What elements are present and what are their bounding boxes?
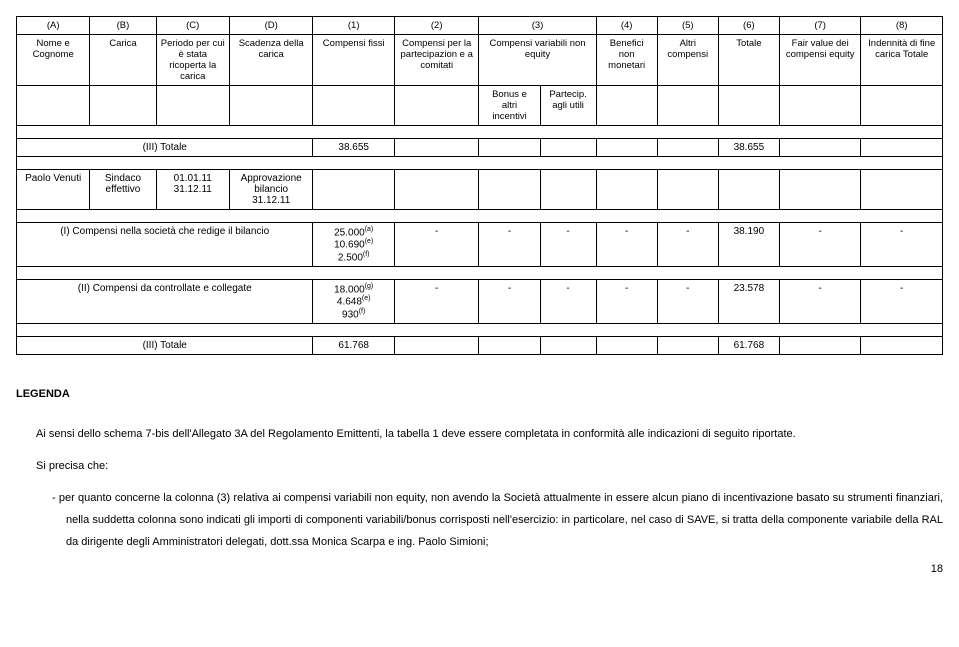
col-variabili: Compensi variabili non equity xyxy=(479,35,596,86)
person-role: Sindaco effettivo xyxy=(90,170,156,210)
row-iii-totale-a: (III) Totale 38.655 38.655 xyxy=(17,139,943,157)
col-code-7: (7) xyxy=(779,17,861,35)
label-iii-a: (III) Totale xyxy=(17,139,313,157)
col-code-3: (3) xyxy=(479,17,596,35)
col-code-C: (C) xyxy=(156,17,229,35)
col-nome: Nome e Cognome xyxy=(17,35,90,86)
col-code-D: (D) xyxy=(229,17,313,35)
row-ii-label: (II) Compensi da controllate e collegate xyxy=(17,279,313,323)
row-person: Paolo Venuti Sindaco effettivo 01.01.113… xyxy=(17,170,943,210)
row-ii-fissi: 18.000(g) 4.648(e) 930(f) xyxy=(313,279,395,323)
col-code-2: (2) xyxy=(394,17,479,35)
legenda-p1: Ai sensi dello schema 7-bis dell'Allegat… xyxy=(16,423,943,445)
col-indennita: Indennità di fine carica Totale xyxy=(861,35,943,86)
header-row-labels: Nome e Cognome Carica Periodo per cui è … xyxy=(17,35,943,86)
iii-b-c6: 61.768 xyxy=(718,336,779,354)
col-fairvalue: Fair value dei compensi equity xyxy=(779,35,861,86)
col-code-4: (4) xyxy=(596,17,657,35)
person-name: Paolo Venuti xyxy=(17,170,90,210)
legenda-item-1: per quanto concerne la colonna (3) relat… xyxy=(52,487,943,553)
header-row-codes: (A) (B) (C) (D) (1) (2) (3) (4) (5) (6) … xyxy=(17,17,943,35)
col-code-6: (6) xyxy=(718,17,779,35)
sub3-bonus: Bonus e altri incentivi xyxy=(479,86,540,126)
col-code-8: (8) xyxy=(861,17,943,35)
page-number: 18 xyxy=(931,563,943,575)
col-altri: Altri compensi xyxy=(657,35,718,86)
col-code-B: (B) xyxy=(90,17,156,35)
row-iii-totale-b: (III) Totale 61.768 61.768 xyxy=(17,336,943,354)
col-scadenza: Scadenza della carica xyxy=(229,35,313,86)
legenda-p2: Si precisa che: xyxy=(16,455,943,477)
col-totale: Totale xyxy=(718,35,779,86)
label-iii-b: (III) Totale xyxy=(17,336,313,354)
row-ii: (II) Compensi da controllate e collegate… xyxy=(17,279,943,323)
row-i-totale: 38.190 xyxy=(718,223,779,267)
iii-b-c1: 61.768 xyxy=(313,336,395,354)
sub3-utili: Partecip. agli utili xyxy=(540,86,596,126)
compensation-table: (A) (B) (C) (D) (1) (2) (3) (4) (5) (6) … xyxy=(16,16,943,355)
header-row-sub3: Bonus e altri incentivi Partecip. agli u… xyxy=(17,86,943,126)
col-carica: Carica xyxy=(90,35,156,86)
iii-a-c6: 38.655 xyxy=(718,139,779,157)
col-code-A: (A) xyxy=(17,17,90,35)
legenda-section: LEGENDA Ai sensi dello schema 7-bis dell… xyxy=(16,383,943,553)
row-i-label: (I) Compensi nella società che redige il… xyxy=(17,223,313,267)
row-i-fissi: 25.000(a) 10.690(e) 2.500(f) xyxy=(313,223,395,267)
person-term: Approvazione bilancio 31.12.11 xyxy=(229,170,313,210)
col-code-1: (1) xyxy=(313,17,395,35)
col-periodo: Periodo per cui è stata ricoperta la car… xyxy=(156,35,229,86)
person-period: 01.01.1131.12.11 xyxy=(156,170,229,210)
row-i: (I) Compensi nella società che redige il… xyxy=(17,223,943,267)
legenda-title: LEGENDA xyxy=(16,383,943,405)
row-ii-totale: 23.578 xyxy=(718,279,779,323)
iii-a-c1: 38.655 xyxy=(313,139,395,157)
col-code-5: (5) xyxy=(657,17,718,35)
col-benefici: Benefici non monetari xyxy=(596,35,657,86)
col-fissi: Compensi fissi xyxy=(313,35,395,86)
col-comitati: Compensi per la partecipazion e a comita… xyxy=(394,35,479,86)
